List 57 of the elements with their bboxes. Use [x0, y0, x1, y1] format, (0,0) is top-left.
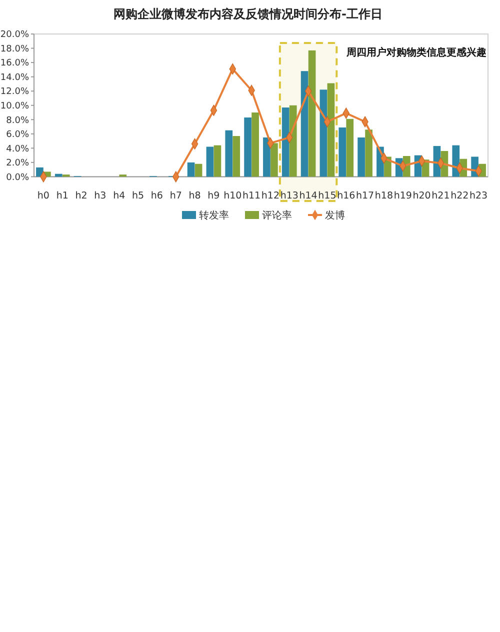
bar	[252, 112, 259, 177]
x-tick-label: h5	[132, 190, 144, 202]
bar	[327, 83, 335, 177]
bar	[282, 107, 290, 177]
x-tick-label: h20	[412, 190, 431, 202]
y-tick-label: 6.0%	[6, 130, 30, 140]
bar	[308, 50, 316, 177]
x-tick-label: h8	[188, 190, 201, 202]
x-tick-label: h6	[150, 190, 163, 202]
x-tick-label: h7	[170, 190, 182, 202]
x-tick-label: h10	[224, 190, 242, 202]
bar	[206, 146, 214, 177]
y-tick-label: 4.0%	[6, 144, 30, 154]
legend-label: 转发率	[199, 210, 229, 222]
bar	[338, 127, 346, 177]
y-tick-label: 10.0%	[0, 102, 30, 112]
bar	[214, 145, 222, 177]
chart-title: 网购企业微博发布内容及反馈情况时间分布-工作日	[114, 7, 382, 21]
legend-label: 发博	[325, 210, 345, 222]
x-tick-label: h12	[261, 190, 280, 202]
x-tick-label: h14	[299, 190, 318, 202]
bar	[187, 162, 195, 177]
bar	[358, 137, 365, 177]
x-tick-label: h22	[450, 190, 469, 202]
y-tick-label: 12.0%	[0, 87, 30, 98]
x-tick-label: h2	[75, 190, 88, 202]
x-tick-label: h9	[208, 190, 220, 202]
bar	[365, 130, 372, 177]
x-tick-label: h13	[280, 190, 298, 202]
legend-label: 评论率	[262, 210, 292, 222]
x-tick-label: h16	[337, 190, 356, 202]
y-tick-label: 18.0%	[0, 44, 30, 54]
bar	[194, 164, 202, 177]
bar	[244, 117, 252, 177]
y-tick-label: 20.0%	[0, 30, 30, 40]
band-label: 周四用户对购物类信息更感兴趣	[346, 46, 487, 58]
x-tick-label: h17	[356, 190, 374, 202]
y-tick-label: 2.0%	[6, 158, 30, 169]
bar	[346, 118, 354, 177]
y-tick-label: 0.0%	[6, 172, 30, 183]
bar	[270, 143, 278, 177]
x-tick-label: h11	[242, 190, 261, 202]
bar	[225, 130, 233, 177]
bar	[232, 136, 240, 177]
x-tick-label: h18	[374, 190, 394, 202]
x-tick-label: h0	[37, 190, 50, 202]
x-tick-label: h23	[469, 190, 488, 202]
x-tick-label: h4	[113, 190, 126, 202]
x-tick-label: h1	[56, 190, 68, 202]
x-tick-label: h21	[432, 190, 450, 202]
x-tick-label: h3	[94, 190, 106, 202]
y-tick-label: 8.0%	[6, 116, 30, 126]
y-tick-label: 16.0%	[0, 58, 30, 69]
x-tick-label: h19	[394, 190, 412, 202]
bar	[263, 137, 270, 177]
y-tick-label: 14.0%	[0, 72, 30, 83]
x-tick-label: h15	[318, 190, 336, 202]
